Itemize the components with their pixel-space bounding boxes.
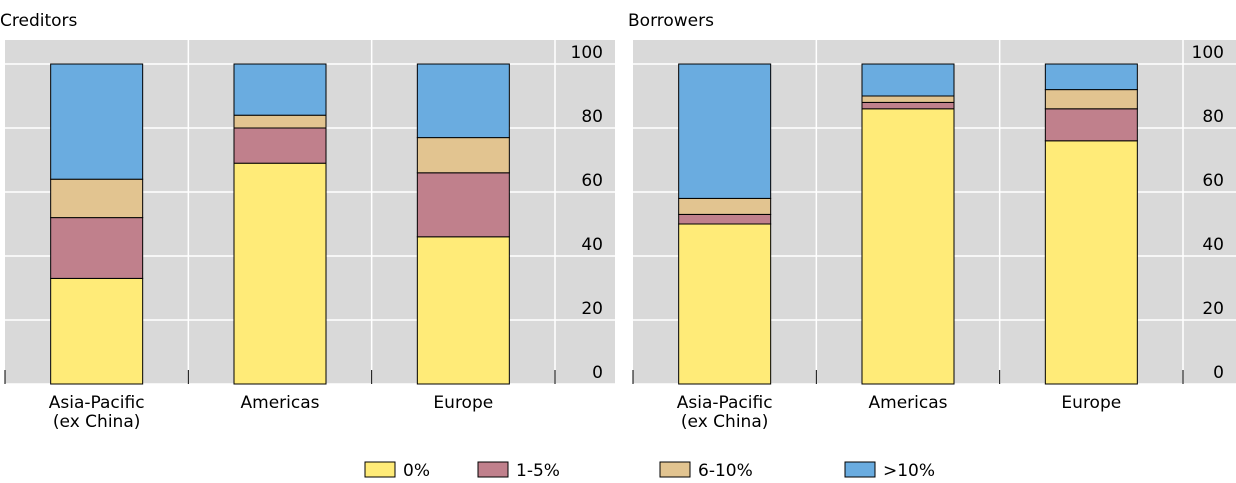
legend-label: 0% [403, 461, 430, 481]
bar-segment [1044, 108, 1138, 142]
chart-title: Borrowers [628, 11, 714, 31]
bar-segment [1044, 140, 1138, 385]
y-tick-label: 20 [1202, 299, 1224, 319]
bar-segment [50, 178, 144, 219]
x-tick-label: Asia-Pacific (ex China) [676, 393, 773, 432]
y-tick-label: 0 [592, 363, 603, 383]
bar-segment [861, 101, 955, 110]
y-tick-label: 40 [1202, 235, 1224, 255]
y-tick-label: 80 [1202, 107, 1224, 127]
legend-swatch [477, 461, 509, 478]
bar-segment [50, 217, 144, 279]
y-tick-label: 40 [581, 235, 603, 255]
x-tick-label: Europe [433, 393, 494, 413]
legend-label: 6-10% [698, 461, 753, 481]
x-tick-label: Asia-Pacific (ex China) [48, 393, 145, 432]
bar-segment [678, 223, 772, 385]
bar-segment [50, 277, 144, 385]
x-tick-label: Americas [240, 393, 320, 413]
bar-segment [233, 162, 327, 385]
bar-segment [416, 63, 510, 139]
y-tick-label: 0 [1213, 363, 1224, 383]
bar-segment [233, 114, 327, 129]
bar-segment [678, 197, 772, 215]
x-tick-label: Europe [1061, 393, 1122, 413]
legend-swatch [844, 461, 876, 478]
bar-segment [678, 213, 772, 225]
bar-segment [50, 63, 144, 180]
legend-swatch [659, 461, 691, 478]
bar-segment [416, 236, 510, 385]
y-tick-label: 80 [581, 107, 603, 127]
bar-segment [1044, 63, 1138, 91]
bar-segment [233, 63, 327, 116]
legend-label: >10% [883, 461, 935, 481]
y-tick-label: 60 [581, 171, 603, 191]
bar-segment [416, 172, 510, 238]
bar-segment [861, 108, 955, 385]
bar-segment [416, 137, 510, 174]
bar-segment [861, 95, 955, 103]
chart-title: Creditors [0, 11, 78, 31]
bar-segment [861, 63, 955, 97]
bar-segment [1044, 89, 1138, 110]
legend-label: 1-5% [516, 461, 560, 481]
bar-segment [233, 127, 327, 164]
legend-swatch [364, 461, 396, 478]
x-tick-label: Americas [868, 393, 948, 413]
y-tick-label: 100 [1192, 43, 1224, 63]
y-tick-label: 20 [581, 299, 603, 319]
y-tick-label: 60 [1202, 171, 1224, 191]
bar-segment [678, 63, 772, 199]
y-tick-label: 100 [571, 43, 603, 63]
